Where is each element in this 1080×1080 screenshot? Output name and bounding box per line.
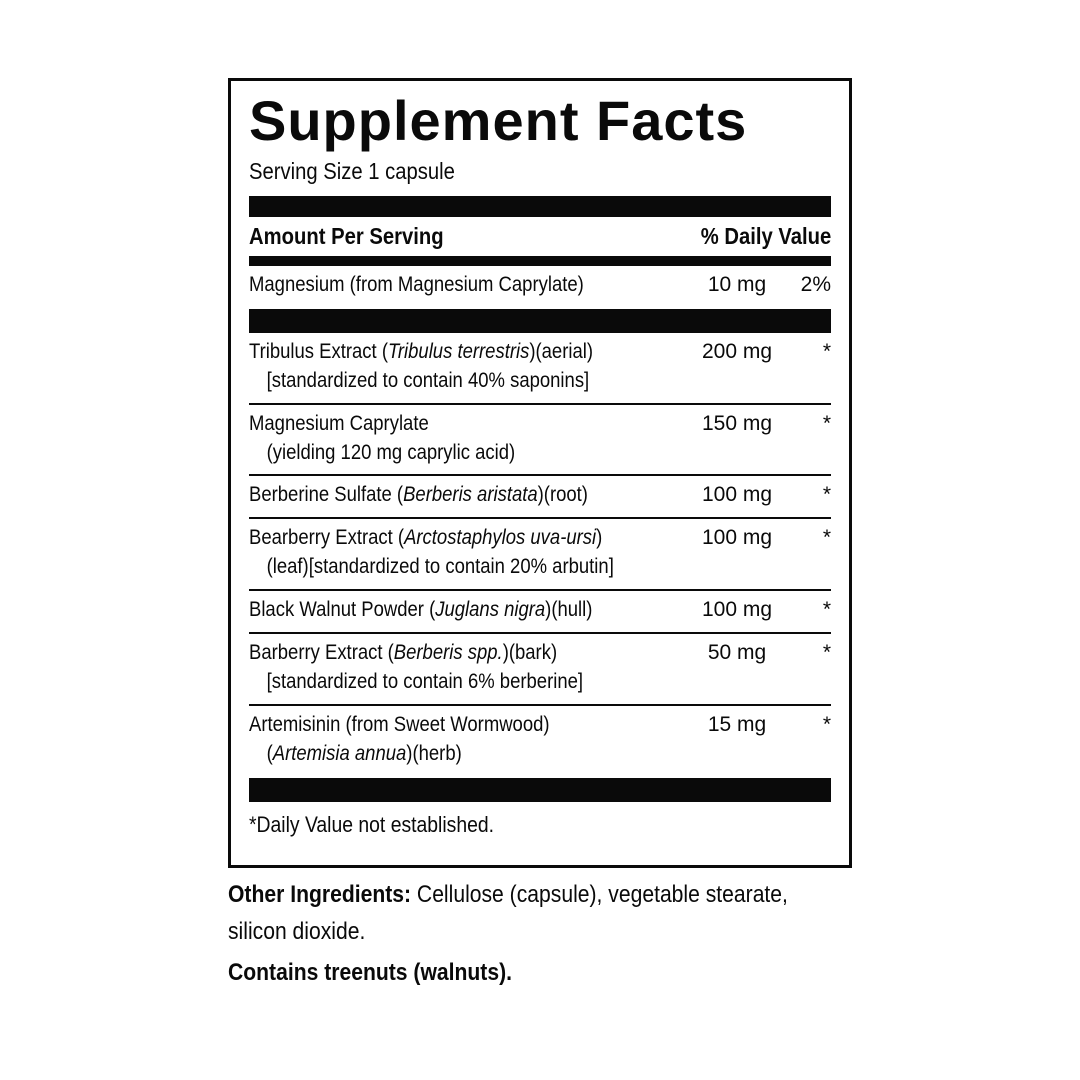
ingredient-text: )(hull): [545, 598, 593, 622]
divider-bar-bottom: [249, 778, 831, 803]
ingredient-text: )(herb): [406, 742, 462, 766]
ingredient-row: Tribulus Extract (Tribulus terrestris)(a…: [249, 333, 831, 403]
panel-title: Supplement Facts: [249, 89, 748, 152]
ingredient-detail-line: [standardized to contain 6% berberine]: [249, 668, 638, 697]
divider-bar-top: [249, 195, 831, 217]
ingredient-text: Magnesium (from Magnesium Caprylate): [249, 272, 584, 296]
ingredient-name-line: Artemisinin (from Sweet Wormwood): [249, 711, 638, 740]
ingredient-detail-line: (yielding 120 mg caprylic acid): [249, 439, 638, 468]
ingredient-text: )(bark): [502, 641, 558, 665]
ingredient-text: [standardized to contain 40% saponins]: [266, 368, 590, 392]
below-panel-text: Other Ingredients: Cellulose (capsule), …: [228, 876, 868, 992]
botanical-latin-name: Berberis spp.: [393, 641, 503, 665]
allergen-statement: Contains treenuts (walnuts).: [228, 954, 868, 991]
ingredient-text: Black Walnut Powder (: [249, 598, 436, 622]
ingredient-daily-value: 2%: [800, 272, 831, 296]
ingredient-detail-line: (Artemisia annua)(herb): [249, 740, 638, 769]
ingredient-name-line: Bearberry Extract (Arctostaphylos uva-ur…: [249, 524, 638, 553]
ingredient-text: Barberry Extract (: [249, 641, 394, 665]
ingredient-name-line: Magnesium (from Magnesium Caprylate): [249, 271, 638, 300]
other-ingredients-label: Other Ingredients:: [228, 881, 412, 908]
column-header-row: Amount Per Serving % Daily Value: [249, 219, 831, 254]
ingredient-row: Magnesium (from Magnesium Caprylate) 10 m…: [249, 266, 831, 307]
ingredient-name: Tribulus Extract (Tribulus terrestris)(a…: [249, 338, 691, 396]
ingredient-text: Artemisinin (from Sweet Wormwood): [249, 713, 550, 737]
ingredient-daily-value: *: [822, 411, 831, 435]
ingredient-text: )(root): [537, 483, 588, 507]
ingredient-detail-line: (leaf)[standardized to contain 20% arbut…: [249, 553, 638, 582]
botanical-latin-name: Artemisia annua: [272, 742, 407, 766]
ingredient-detail-line: [standardized to contain 40% saponins]: [249, 367, 638, 396]
ingredient-name: Artemisinin (from Sweet Wormwood) (Artemi…: [249, 711, 691, 769]
other-ingredients: Other Ingredients: Cellulose (capsule), …: [228, 876, 868, 950]
ingredient-daily-value: *: [822, 339, 831, 363]
ingredient-row: Berberine Sulfate (Berberis aristata)(ro…: [249, 474, 831, 517]
other-ingredients-line1: Other Ingredients: Cellulose (capsule), …: [228, 876, 791, 913]
ingredient-name: Berberine Sulfate (Berberis aristata)(ro…: [249, 481, 691, 510]
supplement-facts-panel: Supplement Facts Serving Size 1 capsule …: [228, 78, 852, 868]
ingredient-row: Artemisinin (from Sweet Wormwood) (Artemi…: [249, 704, 831, 776]
botanical-ingredients-section: Tribulus Extract (Tribulus terrestris)(a…: [249, 333, 831, 777]
ingredient-row: Barberry Extract (Berberis spp.)(bark) [s…: [249, 632, 831, 704]
ingredient-daily-value: *: [822, 526, 831, 550]
other-ingredients-line2: silicon dioxide.: [228, 918, 366, 946]
botanical-latin-name: Juglans nigra: [435, 598, 546, 622]
other-ingredients-text: Cellulose (capsule), vegetable stearate,: [411, 881, 788, 908]
ingredient-amount: 150 mg: [701, 411, 773, 435]
daily-value-label: % Daily Value: [700, 222, 831, 249]
daily-value-footnote: *Daily Value not established.: [249, 806, 831, 840]
ingredient-name-line: Tribulus Extract (Tribulus terrestris)(a…: [249, 338, 638, 367]
ingredient-name-line: Magnesium Caprylate: [249, 410, 638, 439]
ingredient-text: [standardized to contain 6% berberine]: [266, 670, 584, 694]
ingredient-row: Bearberry Extract (Arctostaphylos uva-ur…: [249, 517, 831, 589]
daily-value-footnote-text: *Daily Value not established.: [249, 812, 495, 838]
ingredient-amount: 200 mg: [701, 339, 773, 363]
ingredient-daily-value: *: [822, 713, 831, 737]
divider-bar-middle: [249, 308, 831, 333]
botanical-latin-name: Berberis aristata: [403, 483, 538, 507]
botanical-latin-name: Arctostaphylos uva-ursi: [404, 526, 597, 550]
ingredient-amount: 10 mg: [707, 272, 767, 296]
ingredient-text: )(aerial): [529, 339, 593, 363]
ingredient-text: Berberine Sulfate (: [249, 483, 404, 507]
ingredient-name: Magnesium Caprylate (yielding 120 mg capr…: [249, 410, 691, 468]
amount-per-serving-label: Amount Per Serving: [249, 222, 444, 249]
ingredient-name: Black Walnut Powder (Juglans nigra)(hull…: [249, 596, 691, 625]
ingredient-name: Magnesium (from Magnesium Caprylate): [249, 271, 691, 300]
ingredient-daily-value: *: [822, 598, 831, 622]
ingredient-name: Barberry Extract (Berberis spp.)(bark) [s…: [249, 639, 691, 697]
ingredient-row: Magnesium Caprylate (yielding 120 mg capr…: [249, 402, 831, 475]
ingredient-daily-value: *: [822, 483, 831, 507]
ingredient-daily-value: *: [822, 641, 831, 665]
ingredient-amount: 50 mg: [707, 641, 767, 665]
ingredient-amount: 15 mg: [707, 713, 767, 737]
ingredient-text: (yielding 120 mg caprylic acid): [266, 440, 516, 464]
serving-size-text: Serving Size 1 capsule: [249, 158, 455, 184]
ingredient-name-line: Berberine Sulfate (Berberis aristata)(ro…: [249, 481, 638, 510]
ingredient-text: Tribulus Extract (: [249, 339, 388, 363]
allergen-statement-text: Contains treenuts (walnuts).: [228, 959, 512, 987]
ingredient-text: Magnesium Caprylate: [249, 411, 429, 435]
ingredient-name: Bearberry Extract (Arctostaphylos uva-ur…: [249, 524, 691, 582]
ingredient-amount: 100 mg: [701, 598, 773, 622]
ingredient-text: ): [596, 526, 603, 550]
botanical-latin-name: Tribulus terrestris: [387, 339, 530, 363]
daily-value-section: Magnesium (from Magnesium Caprylate) 10 m…: [249, 266, 831, 307]
ingredient-text: Bearberry Extract (: [249, 526, 405, 550]
ingredient-name-line: Barberry Extract (Berberis spp.)(bark): [249, 639, 638, 668]
ingredient-name-line: Black Walnut Powder (Juglans nigra)(hull…: [249, 596, 638, 625]
ingredient-text: (: [266, 742, 273, 766]
ingredient-amount: 100 mg: [701, 483, 773, 507]
divider-bar-under-header: [249, 255, 831, 266]
ingredient-amount: 100 mg: [701, 526, 773, 550]
ingredient-text: (leaf)[standardized to contain 20% arbut…: [266, 555, 614, 579]
serving-size: Serving Size 1 capsule: [249, 157, 831, 186]
ingredient-row: Black Walnut Powder (Juglans nigra)(hull…: [249, 589, 831, 632]
